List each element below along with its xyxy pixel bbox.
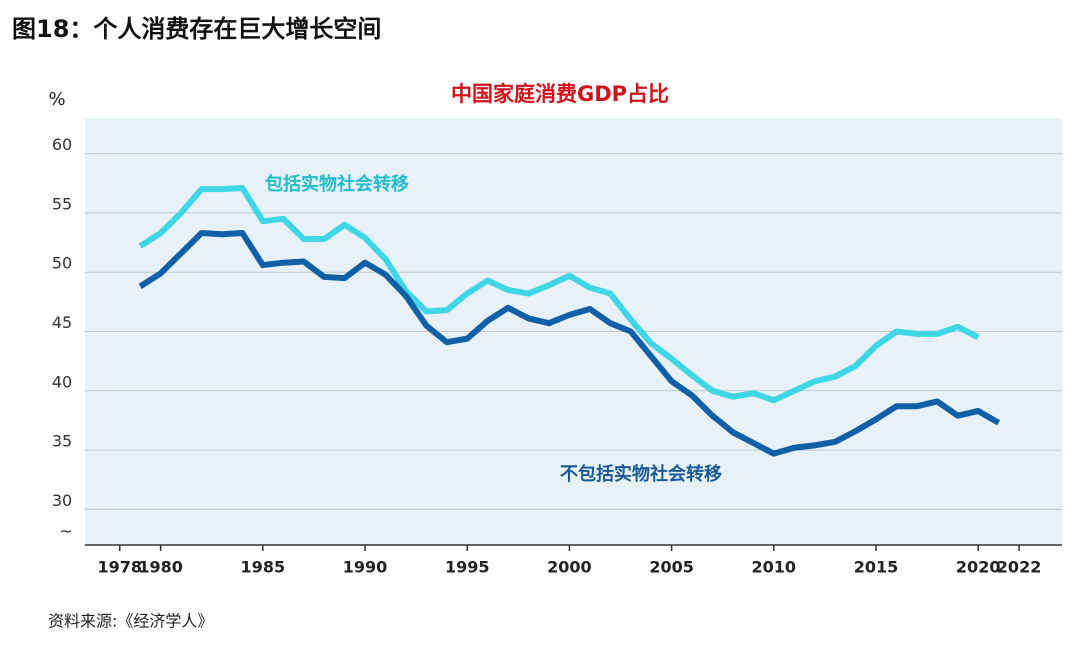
y-tick-label: 35 <box>52 432 72 451</box>
x-tick-label: 2015 <box>854 558 899 577</box>
series-line <box>138 230 1001 457</box>
y-tick-label: 55 <box>52 194 72 213</box>
series-label: 包括实物社会转移 <box>265 173 409 195</box>
y-unit: % <box>48 89 65 110</box>
x-tick-label: 2022 <box>997 558 1042 577</box>
series-line <box>138 184 980 404</box>
figure-title: 图18：个人消费存在巨大增长空间 <box>12 15 381 43</box>
y-tick-label: 30 <box>52 491 72 510</box>
y-tick-label: 45 <box>52 313 72 332</box>
x-tick-label: 1980 <box>138 558 183 577</box>
y-tick-label: 50 <box>52 254 72 273</box>
source: 资料来源:《经济学人》 <box>48 612 213 631</box>
chart-title: 中国家庭消费GDP占比 <box>451 82 669 106</box>
x-tick-label: 2020 <box>956 558 1001 577</box>
y-tick-label: 60 <box>52 135 72 154</box>
series-label: 不包括实物社会转移 <box>560 463 722 485</box>
x-tick-label: 1978 <box>97 558 142 577</box>
axis-break: ~ <box>59 522 72 541</box>
x-tick-label: 2010 <box>752 558 797 577</box>
x-tick-label: 2005 <box>649 558 694 577</box>
x-tick-label: 1985 <box>241 558 286 577</box>
x-tick-label: 1990 <box>343 558 388 577</box>
x-tick-label: 2000 <box>547 558 592 577</box>
y-tick-label: 40 <box>52 372 72 391</box>
x-tick-label: 1995 <box>445 558 490 577</box>
